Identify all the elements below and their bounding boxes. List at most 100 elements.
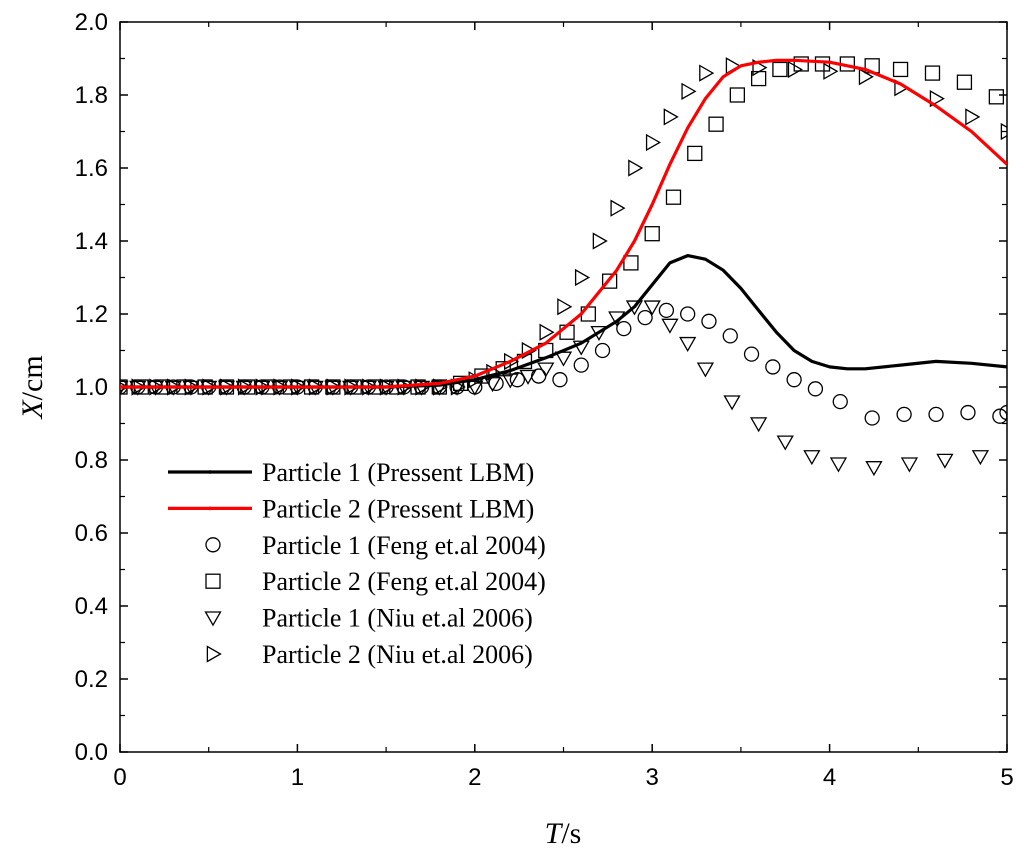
data-point xyxy=(701,313,717,329)
x-tick-label: 4 xyxy=(823,764,836,791)
legend-marker-swatch xyxy=(206,645,222,663)
data-point xyxy=(929,90,945,108)
data-point xyxy=(992,408,1007,424)
data-point xyxy=(616,320,632,337)
y-tick-label: 1.6 xyxy=(75,155,108,182)
data-point xyxy=(539,323,555,341)
series-layer xyxy=(120,56,1007,477)
data-point xyxy=(610,199,626,217)
data-point xyxy=(537,362,555,378)
legend-marker-swatch xyxy=(204,611,222,627)
y-tick-label: 0.2 xyxy=(75,666,108,693)
legend-label: Particle 1 (Niu et.al 2006) xyxy=(262,604,533,633)
y-tick-label: 0.6 xyxy=(75,520,108,547)
data-point xyxy=(483,377,502,393)
data-point xyxy=(521,341,537,360)
legend-item: Particle 1 (Pressent LBM) xyxy=(168,458,534,487)
y-tick-label: 0.0 xyxy=(75,739,108,766)
axis-ticks: 0 1 2 3 4 5 0.0 0.2 0.4 0.6 0.8 1.0 1.2 1.4 1.6 1.8 2.0 xyxy=(75,9,1014,791)
legend: Particle 1 (Pressent LBM) Particle 2 (Pre… xyxy=(168,458,546,669)
legend-line-dot xyxy=(208,506,212,511)
data-point xyxy=(645,133,662,152)
legend-marker-swatch xyxy=(205,537,221,553)
data-point xyxy=(623,255,639,271)
y-tick-label: 1.8 xyxy=(75,82,108,109)
legend-label: Particle 2 (Niu et.al 2006) xyxy=(262,640,533,669)
data-point xyxy=(557,298,573,316)
data-point xyxy=(729,87,746,103)
series-triangle-right xyxy=(120,57,1007,396)
x-tick-label: 0 xyxy=(113,764,126,791)
data-point xyxy=(814,56,831,72)
legend-item: Particle 2 (Pressent LBM) xyxy=(168,494,534,523)
y-tick-label: 1.2 xyxy=(75,301,108,328)
legend-label: Particle 1 (Feng et.al 2004) xyxy=(262,531,546,560)
data-point xyxy=(663,108,679,126)
legend-label: Particle 1 (Pressent LBM) xyxy=(262,458,534,487)
data-point xyxy=(504,352,520,371)
x-axis-title: T/s xyxy=(545,817,582,850)
data-point xyxy=(750,70,767,87)
data-point xyxy=(793,56,809,72)
data-point xyxy=(1000,122,1007,141)
data-point xyxy=(999,404,1007,421)
y-tick-label: 0.8 xyxy=(75,447,108,474)
data-point xyxy=(643,300,661,316)
data-point xyxy=(722,328,738,344)
data-point xyxy=(519,369,537,385)
x-tick-label: 5 xyxy=(1000,764,1013,791)
data-point xyxy=(680,306,696,322)
data-point xyxy=(865,461,883,477)
data-point xyxy=(430,380,448,396)
data-point xyxy=(900,457,919,473)
data-point xyxy=(708,116,724,132)
data-point xyxy=(807,381,824,397)
data-point xyxy=(661,318,679,334)
legend-label: Particle 2 (Pressent LBM) xyxy=(262,494,534,523)
legend-item: Particle 2 (Niu et.al 2006) xyxy=(206,640,533,669)
data-point xyxy=(832,393,848,410)
data-point xyxy=(858,68,874,86)
data-point xyxy=(892,61,909,78)
legend-item: Particle 1 (Niu et.al 2006) xyxy=(204,604,533,633)
data-point xyxy=(772,61,788,78)
legend-item: Particle 2 (Feng et.al 2004) xyxy=(205,567,546,596)
data-point xyxy=(924,65,941,81)
series-line-1 xyxy=(120,58,1007,389)
data-point xyxy=(412,380,431,396)
data-point xyxy=(120,381,129,393)
data-point xyxy=(687,145,703,162)
data-point xyxy=(928,406,944,423)
legend-marker-swatch xyxy=(205,573,221,589)
y-axis-title: X/cm xyxy=(16,355,49,419)
data-point xyxy=(644,226,660,242)
series-line-0 xyxy=(120,254,1007,389)
series-square xyxy=(120,56,1005,395)
data-point xyxy=(552,372,568,388)
y-tick-label: 0.4 xyxy=(75,593,108,620)
data-point xyxy=(572,340,590,356)
data-point xyxy=(936,453,954,469)
data-point xyxy=(750,417,768,433)
data-point xyxy=(466,380,484,396)
data-point xyxy=(594,342,611,359)
y-tick-label: 1.4 xyxy=(75,228,108,255)
data-point xyxy=(681,82,697,100)
data-point xyxy=(501,373,519,389)
legend-item: Particle 1 (Feng et.al 2004) xyxy=(205,531,546,560)
y-tick-label: 1.0 xyxy=(75,374,108,401)
data-point xyxy=(628,159,644,177)
data-point xyxy=(803,450,821,466)
x-tick-label: 3 xyxy=(646,764,659,791)
data-point xyxy=(823,62,839,80)
data-point xyxy=(665,189,682,205)
data-point xyxy=(787,60,803,79)
data-point xyxy=(829,457,848,473)
data-point xyxy=(752,59,768,77)
data-point xyxy=(573,357,589,373)
data-point xyxy=(988,89,1005,105)
legend-label: Particle 2 (Feng et.al 2004) xyxy=(262,567,546,596)
data-point xyxy=(625,300,644,316)
data-point xyxy=(765,359,781,375)
